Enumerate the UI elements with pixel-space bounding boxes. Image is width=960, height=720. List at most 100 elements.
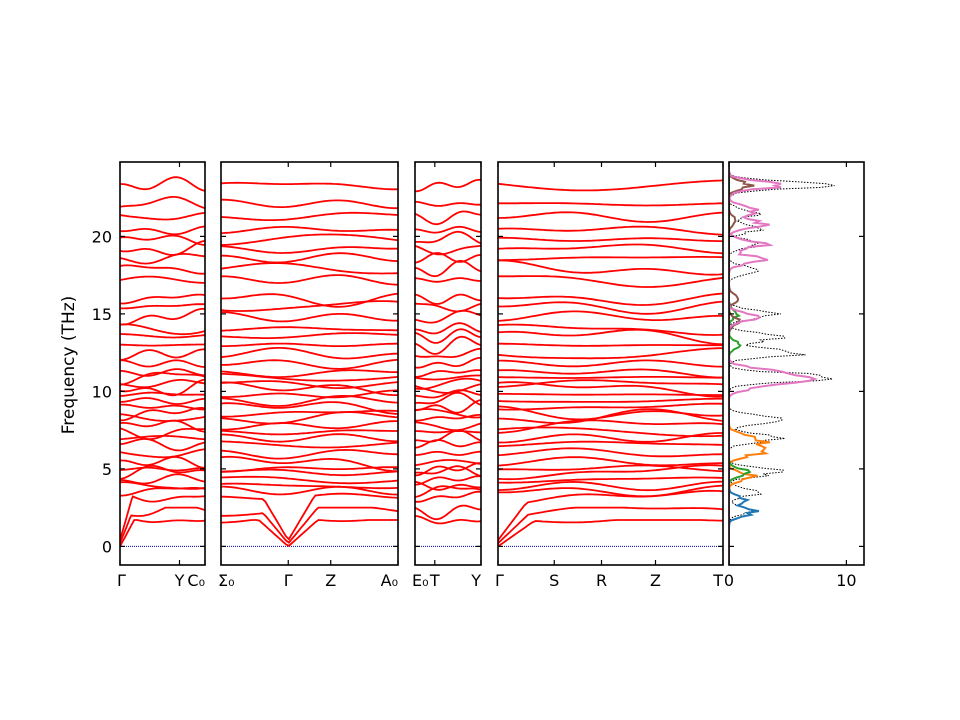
phonon-band	[415, 293, 481, 305]
phonon-band	[221, 401, 398, 415]
phonon-band	[120, 506, 205, 544]
high-symmetry-point-label: T	[429, 571, 440, 590]
high-symmetry-point-label: Y	[174, 571, 185, 590]
dos-frame	[728, 161, 865, 566]
phonon-band	[221, 342, 398, 348]
phonon-band	[415, 429, 481, 443]
y-tick-label: 20	[92, 227, 112, 246]
phonon-band	[498, 484, 723, 498]
phonon-band	[498, 464, 723, 473]
phonon-band	[498, 255, 723, 261]
phonon-band	[415, 399, 481, 414]
phonon-band	[221, 311, 398, 323]
phonon-band	[120, 264, 205, 275]
phonon-band	[120, 225, 205, 236]
phonon-band	[415, 450, 481, 456]
phonon-band	[120, 419, 205, 433]
phonon-band	[498, 379, 723, 388]
phonon-band	[498, 347, 723, 360]
phonon-band	[415, 322, 481, 335]
phonon-band	[120, 456, 205, 470]
phonon-band	[221, 411, 398, 425]
band-panel-1: 0 5 10 15 20 Γ Y C₀	[92, 161, 206, 590]
phonon-band	[221, 326, 398, 332]
phonon-band	[415, 225, 481, 234]
dos-x-tick-label: 0	[724, 571, 734, 590]
phonon-band	[120, 407, 205, 422]
phonon-band	[415, 277, 481, 283]
phonon-band	[221, 332, 398, 339]
phonon-band	[120, 379, 205, 389]
phonon-band	[415, 347, 481, 358]
y-tick-label: 0	[102, 537, 112, 556]
phonon-band	[221, 519, 398, 547]
phonon-band	[415, 230, 481, 245]
phonon-band	[498, 179, 723, 192]
phonon-band	[120, 240, 205, 256]
dos-series	[729, 163, 819, 565]
phonon-band	[415, 462, 481, 477]
phonon-band	[498, 328, 723, 346]
high-symmetry-point-label: Γ	[117, 571, 126, 590]
phonon-band	[120, 397, 205, 405]
phonon-band	[221, 262, 398, 275]
phonon-band	[120, 427, 205, 440]
phonon-band	[221, 440, 398, 449]
phonon-band	[221, 347, 398, 360]
phonon-band	[221, 198, 398, 210]
phonon-band	[415, 377, 481, 390]
phonon-band	[120, 303, 205, 310]
phonon-band	[415, 408, 481, 419]
phonon-band	[120, 464, 205, 480]
high-symmetry-point-label: E₀	[412, 571, 429, 590]
phonon-band	[415, 369, 481, 378]
phonon-band	[498, 275, 723, 288]
phonon-band	[221, 455, 398, 472]
y-tick-label: 15	[92, 305, 112, 324]
phonon-band	[415, 490, 481, 503]
phonon-band	[498, 393, 723, 396]
phonon-band	[120, 293, 205, 305]
phonon-band	[221, 389, 398, 399]
phonon-band	[415, 357, 481, 369]
phonon-band	[498, 480, 723, 492]
phonon-band	[498, 300, 723, 315]
phonon-band	[221, 369, 398, 378]
phonon-band	[120, 323, 205, 336]
phonon-band	[498, 464, 723, 481]
panel-frame	[497, 161, 724, 566]
phonon-band	[498, 292, 723, 306]
phonon-band	[221, 380, 398, 389]
phonon-band	[498, 506, 723, 544]
phonon-band	[415, 439, 481, 449]
phonon-band	[221, 482, 398, 490]
phonon-band	[120, 211, 205, 221]
phonon-band	[498, 405, 723, 421]
phonon-band	[120, 473, 205, 485]
phonon-band	[221, 395, 398, 407]
phonon-band	[498, 440, 723, 448]
phonon-band	[415, 302, 481, 313]
phonon-band	[415, 514, 481, 525]
phonon-band	[415, 421, 481, 432]
phonon-band	[498, 259, 723, 276]
phonon-band	[120, 519, 205, 547]
high-symmetry-point-label: Z	[650, 571, 661, 590]
panel-frame	[220, 161, 399, 566]
phonon-band	[498, 432, 723, 444]
dos-series	[729, 163, 835, 565]
phonon-band	[498, 211, 723, 223]
phonon-band	[415, 485, 481, 498]
phonon-band	[221, 233, 398, 246]
high-symmetry-point-label: Γ	[495, 571, 504, 590]
band-panel-2: Σ₀ Γ Z A₀	[218, 161, 399, 590]
phonon-band	[120, 378, 205, 397]
phonon-band	[221, 292, 398, 308]
phonon-band	[120, 176, 205, 192]
phonon-band	[415, 244, 481, 256]
panel-frame	[414, 161, 482, 566]
high-symmetry-point-label: Z	[325, 571, 336, 590]
high-symmetry-point-label: R	[596, 571, 607, 590]
phonon-band	[498, 342, 723, 347]
